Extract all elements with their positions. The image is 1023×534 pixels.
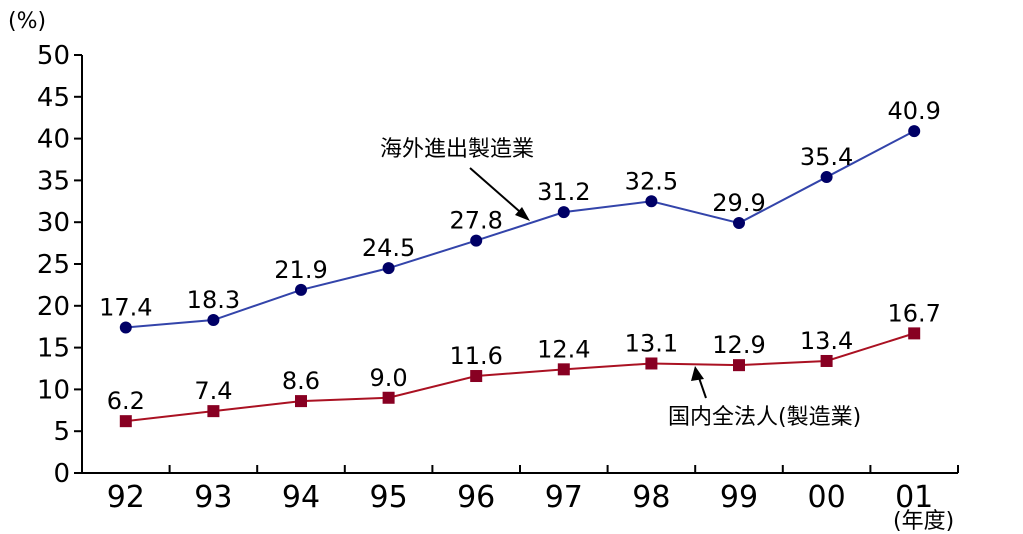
series-2-data-label: 16.7: [887, 299, 940, 327]
y-tick-label: 10: [37, 375, 70, 405]
series-1-point: [557, 206, 570, 219]
series-2-data-label: 11.6: [449, 342, 502, 370]
series-2-data-label: 8.6: [282, 367, 320, 395]
series-1-data-label: 29.9: [712, 189, 765, 217]
x-tick-label: 95: [370, 480, 408, 515]
x-tick-label: 94: [282, 480, 320, 515]
series-1-point: [470, 234, 483, 247]
series-1-data-label: 40.9: [887, 97, 940, 125]
series-2-data-label: 12.4: [537, 335, 590, 363]
series-1-data-label: 21.9: [274, 256, 327, 284]
series-2-data-label: 12.9: [712, 331, 765, 359]
series-2-point: [382, 391, 395, 404]
x-tick-label: 96: [457, 480, 495, 515]
series-2-point: [908, 327, 921, 340]
series-1-name-label: 海外進出製造業: [380, 137, 534, 162]
series-1-point: [908, 125, 921, 138]
x-unit-label: (年度): [893, 509, 954, 534]
series-1-data-label: 32.5: [625, 167, 678, 195]
series-2-point: [645, 357, 658, 370]
y-tick-label: 35: [37, 166, 70, 196]
y-tick-label: 25: [37, 250, 70, 280]
series-lines: [125, 130, 915, 423]
series-2-data-label: 6.2: [107, 387, 145, 415]
series-2-data-label: 7.4: [194, 377, 232, 405]
x-tick-label: 00: [808, 480, 846, 515]
series-1-data-label: 27.8: [449, 207, 502, 235]
series-1-data-label: 17.4: [99, 294, 152, 322]
y-tick-label: 15: [37, 334, 70, 364]
series-1-data-label: 31.2: [537, 178, 590, 206]
series-1-point: [645, 195, 658, 208]
series-1-data-label: 35.4: [800, 143, 853, 171]
series-1-annotation-arrow: [469, 167, 528, 219]
y-tick-label: 50: [37, 41, 70, 71]
y-tick-label: 30: [37, 208, 70, 238]
x-ticks: 92 93 94 95 96 97 98 99 00 01: [107, 465, 959, 515]
y-ticks: 0 5 10 15 20 25 30 35 40 45 50: [37, 41, 82, 489]
series-1-point: [207, 314, 220, 327]
series-2-point: [119, 415, 132, 428]
y-unit-label: (%): [8, 9, 46, 34]
series-2-point: [820, 354, 833, 367]
x-tick-label: 98: [632, 480, 670, 515]
series-2-annotation-arrowhead: [691, 366, 704, 381]
x-tick-label: 92: [107, 480, 145, 515]
y-tick-label: 45: [37, 83, 70, 113]
y-tick-label: 40: [37, 125, 70, 155]
series-1-point: [733, 217, 745, 230]
series-2-point: [557, 363, 570, 376]
series-2-point: [207, 405, 220, 418]
y-tick-label: 0: [53, 459, 70, 489]
x-tick-label: 99: [720, 480, 758, 515]
series-2-data-label: 13.1: [625, 329, 678, 357]
series-2-point: [470, 370, 483, 383]
series-2-point: [733, 359, 745, 372]
series-1-point: [295, 283, 307, 296]
series-2-point: [295, 395, 307, 408]
series-line-1: [125, 130, 915, 329]
y-tick-label: 20: [37, 292, 70, 322]
series-markers: [119, 125, 921, 428]
series-1-point: [382, 262, 395, 275]
x-tick-label: 01: [895, 480, 933, 515]
series-line-2: [125, 332, 915, 423]
series-2-name-label: 国内全法人(製造業): [668, 405, 861, 430]
series-2-data-label: 9.0: [370, 364, 408, 392]
data-labels: 17.4 18.3 21.9 24.5 27.8 31.2 32.5 29.9 35.4 40.9…: [99, 97, 941, 415]
series-2-data-label: 13.4: [800, 327, 853, 355]
series-1-point: [820, 171, 833, 184]
series-1-data-label: 18.3: [187, 286, 240, 314]
x-tick-label: 97: [545, 480, 583, 515]
y-tick-label: 5: [53, 417, 70, 447]
series-1-point: [119, 321, 132, 334]
x-tick-label: 93: [194, 480, 232, 515]
series-1-annotation-arrowhead: [515, 207, 530, 221]
series-1-data-label: 24.5: [362, 234, 415, 262]
